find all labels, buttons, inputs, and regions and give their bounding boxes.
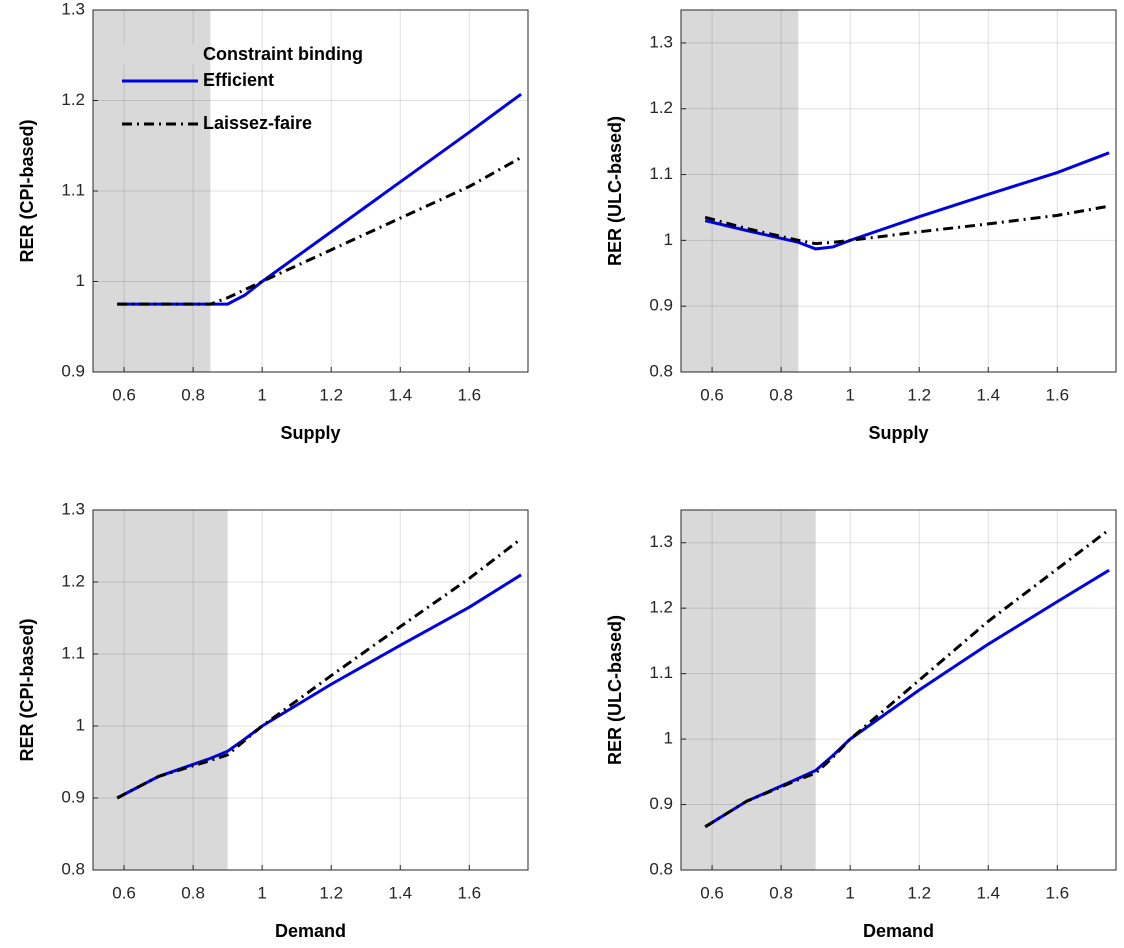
y-tick-label: 1: [76, 715, 85, 734]
x-tick-label: 0.6: [112, 385, 136, 404]
x-tick-label: 1.2: [319, 883, 343, 902]
x-tick-label: 1.6: [457, 385, 481, 404]
x-tick-label: 0.8: [769, 385, 793, 404]
legend-label: Laissez-faire: [203, 113, 312, 133]
y-tick-label: 0.8: [649, 859, 673, 878]
shaded-region: [93, 10, 211, 372]
subplot: 0.6 0.8 1 1.2 1.4 1.6 0.8 0.9 1 1.1 1.2 1.3 Demand RE…: [17, 499, 529, 941]
y-tick-label: 0.9: [649, 794, 673, 813]
axes-box: [680, 509, 1117, 871]
y-axis-label: RER (CPI-based): [17, 119, 37, 262]
x-tick-label: 1.6: [457, 883, 481, 902]
line-series: [704, 151, 1110, 251]
line-series: [704, 204, 1110, 246]
y-tick-label: 1: [664, 729, 673, 748]
x-tick-label: 1: [257, 385, 266, 404]
subplot: 0.6 0.8 1 1.2 1.4 1.6 0.8 0.9 1 1.1 1.2 1.3 Demand RE…: [605, 509, 1117, 941]
y-tick-label: 0.8: [649, 361, 673, 380]
y-axis-label: RER (ULC-based): [605, 116, 625, 266]
y-axis-label: RER (CPI-based): [17, 618, 37, 761]
x-tick-label: 0.6: [700, 883, 724, 902]
y-tick-label: 1.1: [649, 663, 673, 682]
y-tick-label: 0.8: [61, 859, 85, 878]
line-series: [117, 156, 522, 306]
x-tick-label: 1: [257, 883, 266, 902]
x-tick-label: 0.8: [181, 385, 205, 404]
axes-box: [92, 509, 529, 871]
x-tick-label: 1.4: [388, 883, 412, 902]
y-tick-label: 1.1: [61, 643, 85, 662]
line-series: [116, 537, 523, 800]
y-tick-label: 1.2: [649, 98, 673, 117]
y-tick-label: 0.9: [61, 787, 85, 806]
x-tick-label: 1.2: [907, 385, 931, 404]
y-tick-label: 0.9: [61, 361, 85, 380]
shaded-region: [681, 10, 799, 372]
subplot: 0.6 0.8 1 1.2 1.4 1.6 0.9 1 1.1 1.2 1.3 Supply RER (…: [17, 0, 529, 443]
x-axis-label: Supply: [280, 423, 340, 443]
x-tick-label: 1.2: [319, 385, 343, 404]
y-tick-label: 1.1: [649, 164, 673, 183]
y-tick-label: 1.2: [649, 598, 673, 617]
y-tick-label: 1.3: [649, 32, 673, 51]
shaded-region: [681, 510, 816, 870]
x-tick-label: 1: [845, 883, 854, 902]
shaded-region: [93, 510, 228, 870]
x-axis-label: Demand: [863, 921, 934, 941]
x-tick-label: 1.6: [1045, 385, 1069, 404]
y-tick-label: 1.2: [61, 90, 85, 109]
y-tick-label: 1: [76, 271, 85, 290]
y-tick-label: 1: [664, 230, 673, 249]
x-tick-label: 0.8: [769, 883, 793, 902]
y-tick-label: 1.3: [61, 499, 85, 518]
y-tick-label: 1.2: [61, 571, 85, 590]
x-tick-label: 1.6: [1045, 883, 1069, 902]
x-tick-label: 0.6: [112, 883, 136, 902]
y-tick-label: 1.3: [61, 0, 85, 18]
y-tick-label: 1.3: [649, 532, 673, 551]
y-axis-label: RER (ULC-based): [605, 615, 625, 765]
x-tick-label: 0.8: [181, 883, 205, 902]
x-tick-label: 1.4: [388, 385, 412, 404]
axes-box: [92, 9, 529, 373]
x-tick-label: 1.2: [907, 883, 931, 902]
y-tick-label: 1.1: [61, 180, 85, 199]
y-tick-label: 0.9: [649, 296, 673, 315]
x-axis-label: Demand: [275, 921, 346, 941]
legend-label: Efficient: [203, 70, 274, 90]
x-tick-label: 0.6: [700, 385, 724, 404]
line-series: [704, 528, 1111, 829]
x-tick-label: 1: [845, 385, 854, 404]
legend-swatch: [122, 44, 198, 65]
x-tick-label: 1.4: [976, 385, 1000, 404]
x-tick-label: 1.4: [976, 883, 1000, 902]
x-axis-label: Supply: [868, 423, 928, 443]
axes-box: [680, 9, 1117, 373]
legend-label: Constraint binding: [203, 44, 363, 64]
subplot: 0.6 0.8 1 1.2 1.4 1.6 0.8 0.9 1 1.1 1.2 1.3 Supply RE…: [605, 9, 1117, 443]
